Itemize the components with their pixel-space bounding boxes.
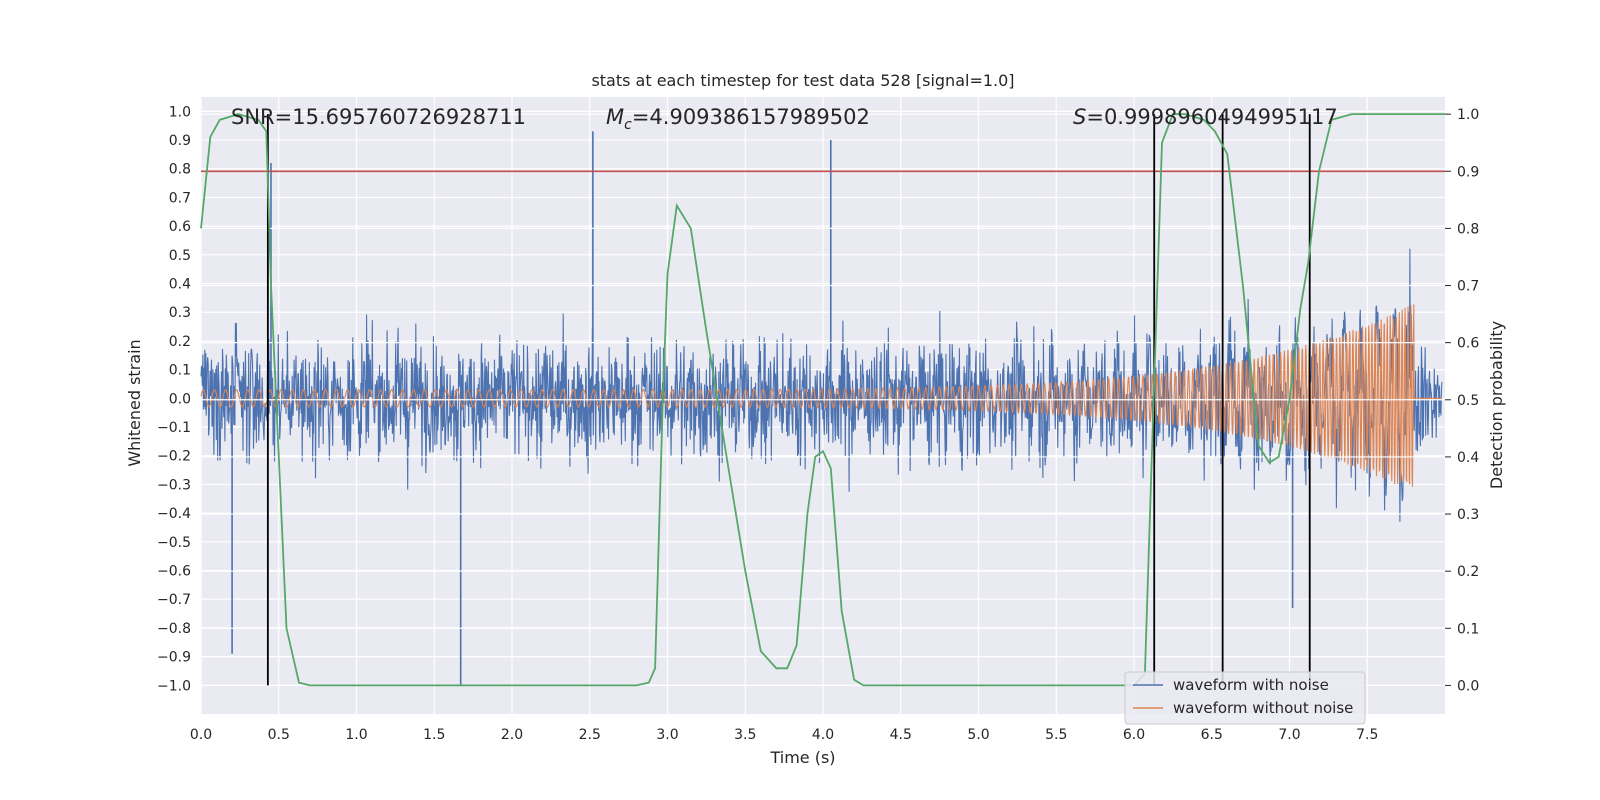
y-right-tick-label: 0.3 [1457,507,1479,523]
y-tick-label: 0.4 [169,277,191,293]
y-right-tick-label: 0.2 [1457,564,1479,580]
mc-subscript: c [624,117,632,133]
y-tick-label: 0.2 [169,334,191,350]
x-tick-label: 2.5 [579,727,601,743]
x-tick-label: 1.5 [423,727,445,743]
x-tick-label: 3.5 [734,727,756,743]
x-tick-label: 6.0 [1123,727,1145,743]
y-axis-ticks: 1.0 0.9 0.8 0.7 0.6 0.5 0.4 0.3 0.2 0.1 0.0 −0.1 −0.… [157,104,191,694]
legend-label-noise: waveform with noise [1173,676,1329,694]
s-value: =0.9998960494995117 [1086,105,1337,129]
x-axis-ticks: 0.0 0.5 1.0 1.5 2.0 2.5 3.0 3.5 4.0 4.5 5.0 5.5 6.0 6… [190,727,1379,743]
series-detection-probability [200,113,1445,687]
s-annotation: S=0.9998960494995117 [1073,105,1338,129]
y-right-tick-label: 0.0 [1457,678,1479,694]
x-tick-label: 0.5 [268,727,290,743]
x-tick-label: 2.0 [501,727,523,743]
y-axis-right-ticks: 1.0 0.9 0.8 0.7 0.6 0.5 0.4 0.3 0.2 0.1 0.0 [1445,107,1479,694]
y-tick-label: −0.8 [157,621,191,637]
y-tick-label: −1.0 [157,678,191,694]
y-tick-label: 0.3 [169,305,191,321]
y-tick-label: 0.6 [169,219,191,235]
y-right-tick-label: 0.9 [1457,164,1479,180]
y-axis-right-label: Detection probability [1487,321,1506,489]
legend-box [1124,671,1366,725]
y-tick-label: 0.0 [169,391,191,407]
mc-value: =4.909386157989502 [632,105,870,129]
y-tick-label: −0.7 [157,592,191,608]
y-right-tick-label: 0.4 [1457,450,1479,466]
y-right-tick-label: 0.7 [1457,279,1479,295]
y-tick-label: 0.8 [169,162,191,178]
y-tick-label: −0.1 [157,420,191,436]
y-right-tick-label: 0.5 [1457,393,1479,409]
y-tick-label: −0.9 [157,650,191,666]
clean-line [200,304,1442,487]
chart-title: stats at each timestep for test data 528… [591,71,1014,90]
x-tick-label: 3.0 [656,727,678,743]
y-right-tick-label: 1.0 [1457,107,1479,123]
y-tick-label: −0.6 [157,564,191,580]
series-waveform-without-noise [200,304,1442,487]
probability-line [200,113,1445,687]
y-tick-label: 0.7 [169,190,191,206]
legend-label-clean: waveform without noise [1173,699,1353,717]
x-tick-label: 5.5 [1045,727,1067,743]
snr-annotation: SNR=15.695760726928711 [231,105,526,129]
y-tick-label: 0.1 [169,363,191,379]
y-tick-label: 1.0 [169,104,191,120]
x-tick-label: 7.0 [1278,727,1300,743]
y-tick-label: −0.2 [157,449,191,465]
mc-symbol: M [606,105,624,129]
x-axis-label: Time (s) [769,748,835,767]
legend: waveform with noise waveform without noi… [1124,671,1366,725]
x-tick-label: 7.5 [1356,727,1378,743]
x-tick-label: 1.0 [345,727,367,743]
x-tick-label: 4.5 [890,727,912,743]
y-tick-label: −0.3 [157,477,191,493]
y-right-tick-label: 0.1 [1457,621,1479,637]
y-tick-label: 0.9 [169,133,191,149]
y-tick-label: −0.5 [157,535,191,551]
y-axis-label: Whitened strain [125,339,144,466]
s-symbol: S [1073,105,1086,129]
x-tick-label: 4.0 [812,727,834,743]
y-tick-label: −0.4 [157,506,191,522]
y-right-tick-label: 0.6 [1457,336,1479,352]
x-tick-label: 5.0 [967,727,989,743]
y-tick-label: 0.5 [169,248,191,264]
x-tick-label: 0.0 [190,727,212,743]
mc-annotation: Mc=4.909386157989502 [606,105,870,133]
x-tick-label: 6.5 [1201,727,1223,743]
y-right-tick-label: 0.8 [1457,221,1479,237]
